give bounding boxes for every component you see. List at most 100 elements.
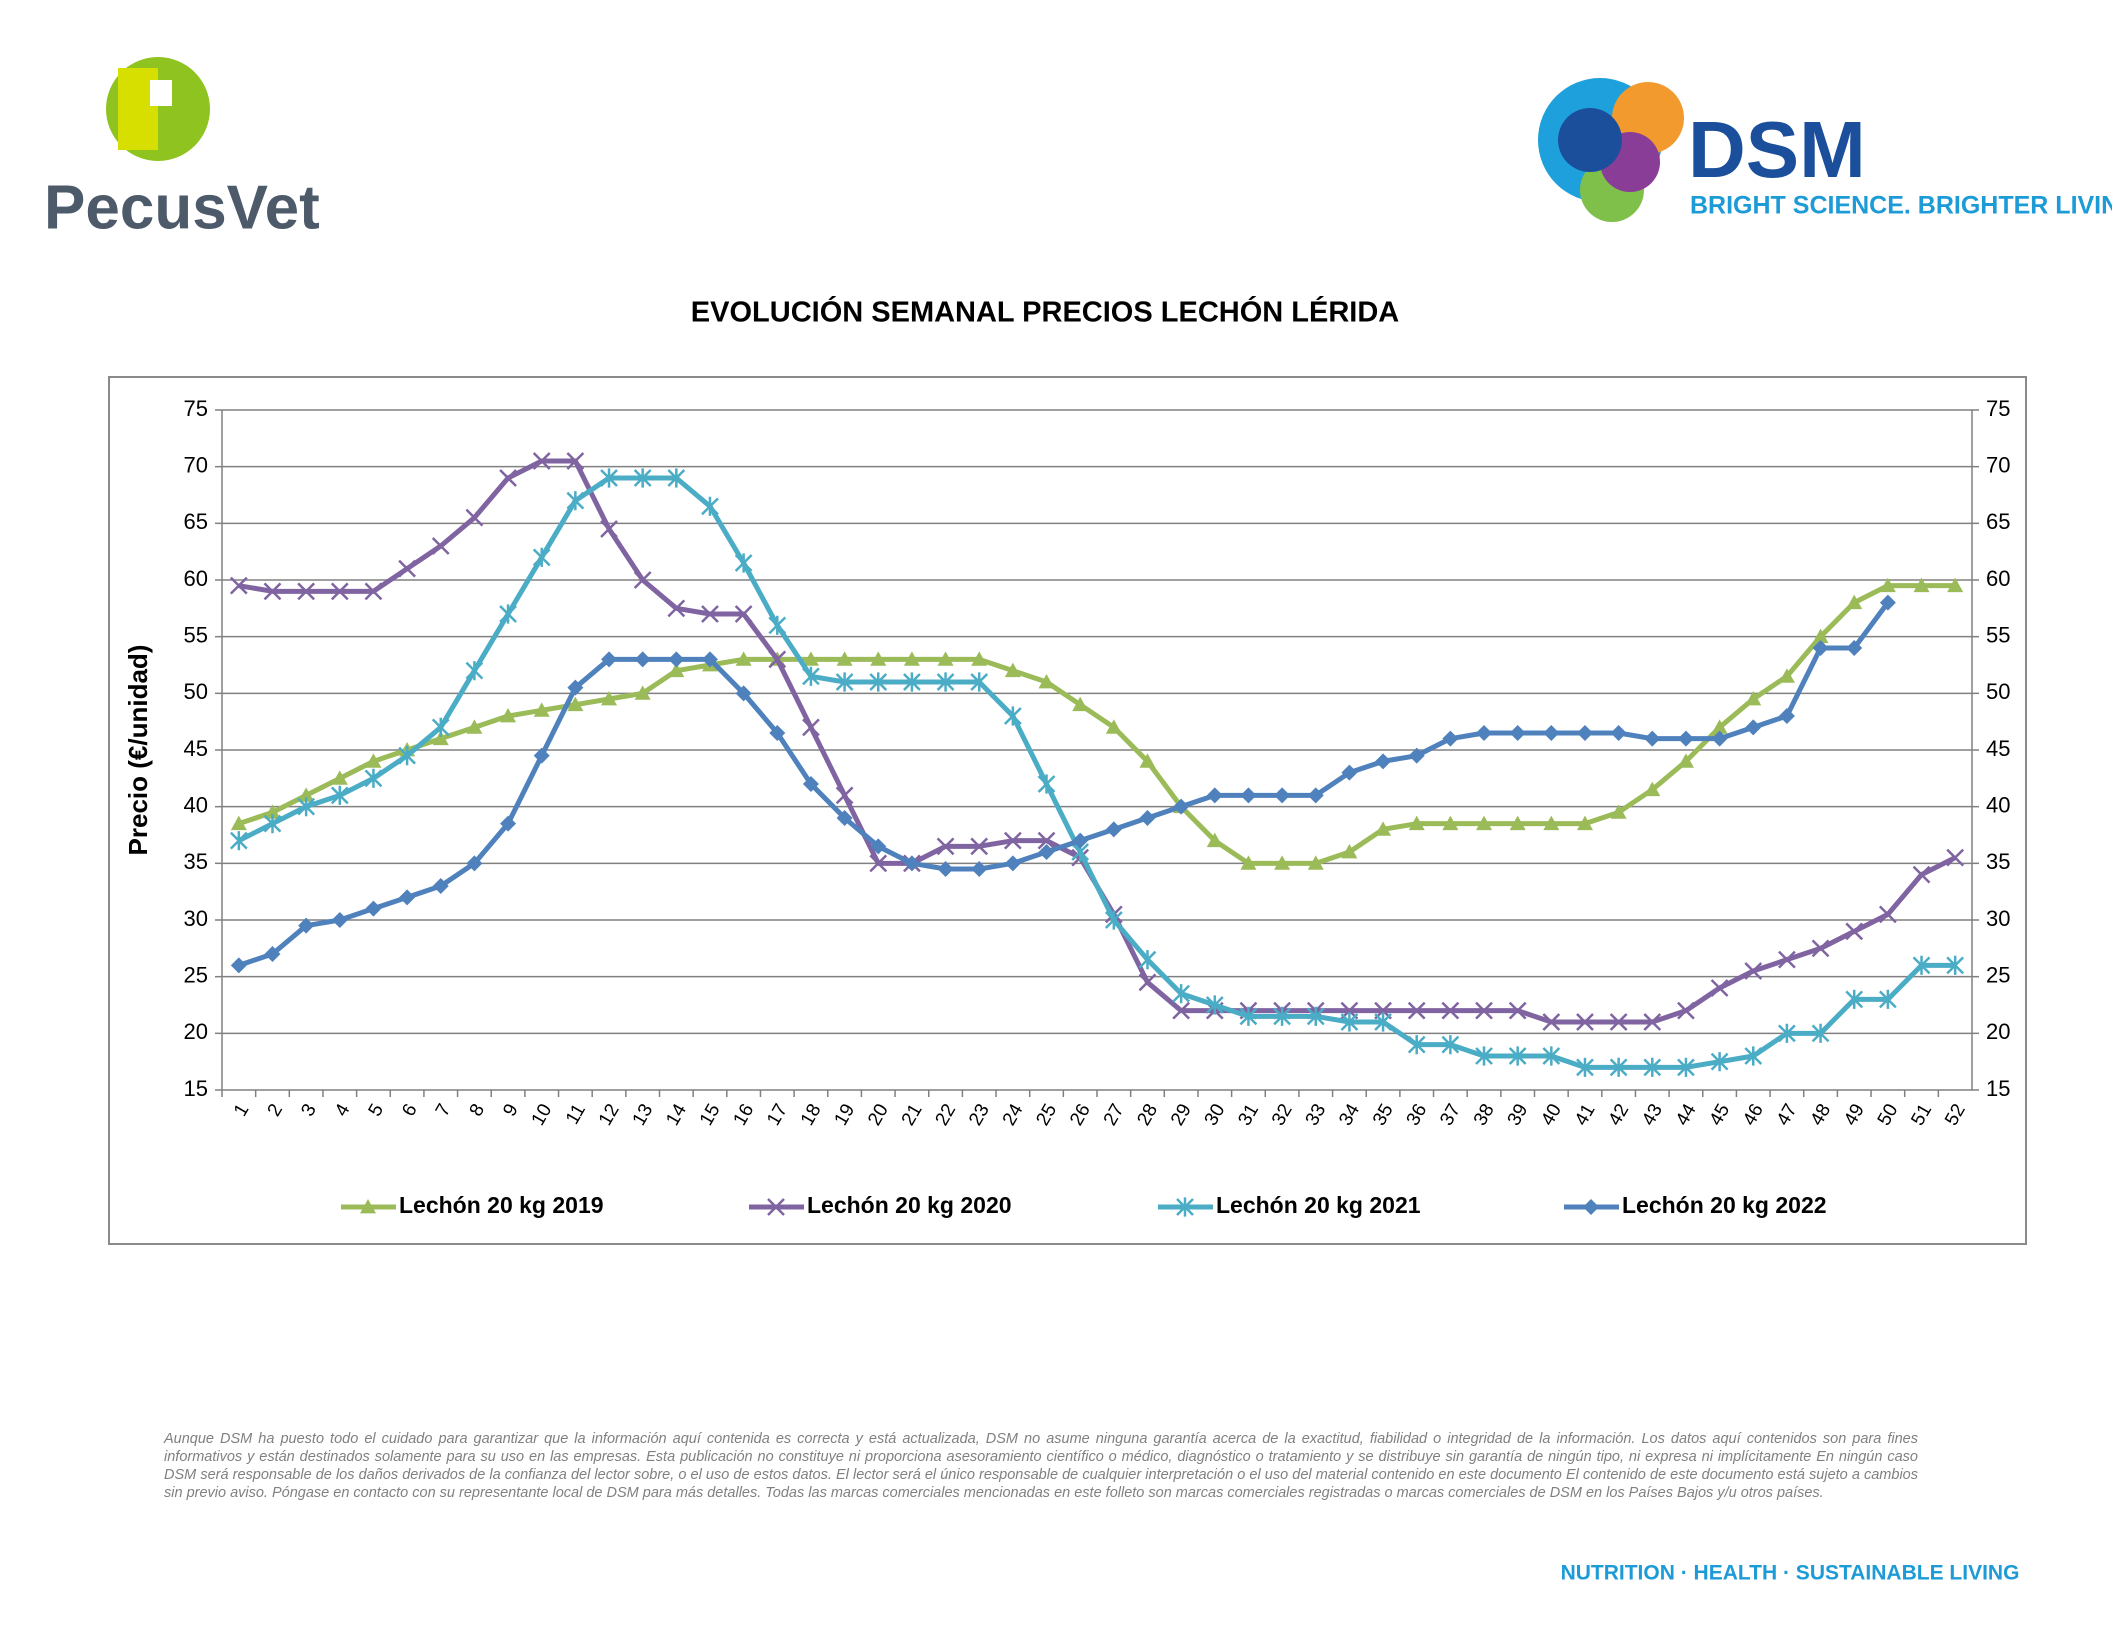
marker	[1609, 1057, 1628, 1077]
y-tick-label: 60	[184, 566, 208, 591]
x-tick-label: 5	[365, 1101, 388, 1121]
marker	[1003, 706, 1022, 726]
marker	[1442, 730, 1459, 747]
marker	[1778, 1023, 1796, 1043]
marker	[1677, 730, 1694, 747]
x-tick-label: 29	[1167, 1101, 1196, 1130]
marker	[1206, 787, 1223, 804]
x-tick-label: 30	[1201, 1101, 1230, 1130]
marker	[499, 469, 517, 487]
legend-marker	[360, 1199, 376, 1214]
marker	[1778, 708, 1795, 724]
y-tick-label: 55	[184, 622, 208, 647]
marker	[768, 650, 787, 669]
x-tick-label: 39	[1504, 1101, 1533, 1130]
marker	[802, 666, 820, 686]
marker	[1879, 577, 1896, 593]
x-tick-label: 43	[1638, 1101, 1667, 1130]
marker	[1509, 815, 1526, 831]
x-tick-label: 42	[1605, 1101, 1634, 1130]
marker	[1375, 821, 1392, 836]
marker	[1610, 725, 1627, 741]
x-tick-label: 41	[1571, 1101, 1600, 1130]
x-tick-label: 24	[999, 1100, 1028, 1129]
marker	[330, 785, 349, 805]
marker	[1677, 1001, 1695, 1020]
logo-mark	[1558, 108, 1622, 172]
marker	[1947, 577, 1964, 593]
y-tick-label: 30	[184, 906, 208, 931]
marker	[297, 797, 316, 817]
legend-label: Lechón 20 kg 2022	[1622, 1192, 1827, 1218]
marker	[1609, 1013, 1628, 1031]
marker	[1912, 865, 1931, 884]
marker	[1542, 1046, 1561, 1066]
marker	[633, 468, 652, 488]
x-tick-label: 49	[1840, 1101, 1869, 1130]
y-tick-label: 65	[184, 509, 208, 534]
marker	[1811, 1023, 1830, 1043]
x-tick-label: 8	[466, 1101, 489, 1121]
marker	[1105, 821, 1122, 838]
logo-text: DSM	[1688, 105, 1866, 194]
x-tick-label: 36	[1403, 1101, 1432, 1130]
marker	[1644, 730, 1661, 747]
marker	[835, 786, 854, 805]
marker	[1375, 753, 1392, 770]
marker	[1307, 787, 1324, 804]
marker	[1913, 577, 1930, 593]
marker	[1442, 815, 1459, 831]
marker	[331, 770, 348, 785]
legend-marker	[1583, 1199, 1599, 1215]
marker	[802, 718, 820, 737]
marker	[701, 496, 719, 516]
marker	[1105, 719, 1122, 734]
y-tick-label: 15	[184, 1076, 208, 1101]
y2-tick-label: 30	[1986, 906, 2010, 931]
marker	[465, 508, 484, 527]
marker	[1543, 815, 1560, 831]
marker	[297, 582, 316, 601]
tagline: NUTRITION · HEALTH · SUSTAINABLE LIVING	[1561, 1562, 2020, 1585]
marker	[1441, 1035, 1460, 1055]
marker	[870, 838, 887, 855]
y2-tick-label: 60	[1986, 566, 2010, 591]
marker	[667, 468, 686, 488]
y2-tick-label: 35	[1986, 849, 2010, 874]
marker	[1341, 764, 1358, 781]
marker	[1710, 979, 1729, 997]
marker	[1441, 1001, 1460, 1020]
disclaimer: Aunque DSM ha puesto todo el cuidado par…	[164, 1431, 1918, 1501]
marker	[601, 651, 618, 668]
marker	[500, 815, 517, 832]
marker	[667, 599, 686, 618]
marker	[769, 725, 786, 741]
y2-tick-label: 45	[1986, 736, 2010, 761]
y2-tick-label: 50	[1986, 679, 2010, 704]
marker	[1038, 674, 1055, 689]
marker	[533, 702, 550, 717]
marker	[1240, 787, 1257, 804]
marker	[566, 491, 585, 511]
marker	[936, 672, 955, 692]
marker	[1744, 1046, 1763, 1066]
y-tick-label: 20	[184, 1019, 208, 1044]
marker	[1239, 1006, 1258, 1026]
x-tick-label: 51	[1907, 1101, 1936, 1130]
marker	[1408, 747, 1425, 764]
x-tick-label: 52	[1941, 1101, 1970, 1130]
x-tick-label: 46	[1739, 1101, 1768, 1130]
marker	[1745, 719, 1762, 736]
marker	[1240, 855, 1257, 870]
marker	[263, 582, 282, 601]
marker	[1139, 753, 1156, 768]
legend-marker	[767, 1198, 785, 1216]
marker	[1004, 662, 1021, 678]
marker	[1744, 962, 1763, 980]
marker	[971, 861, 988, 877]
x-tick-label: 35	[1369, 1101, 1398, 1130]
x-tick-label: 26	[1066, 1101, 1095, 1130]
marker	[500, 708, 517, 723]
